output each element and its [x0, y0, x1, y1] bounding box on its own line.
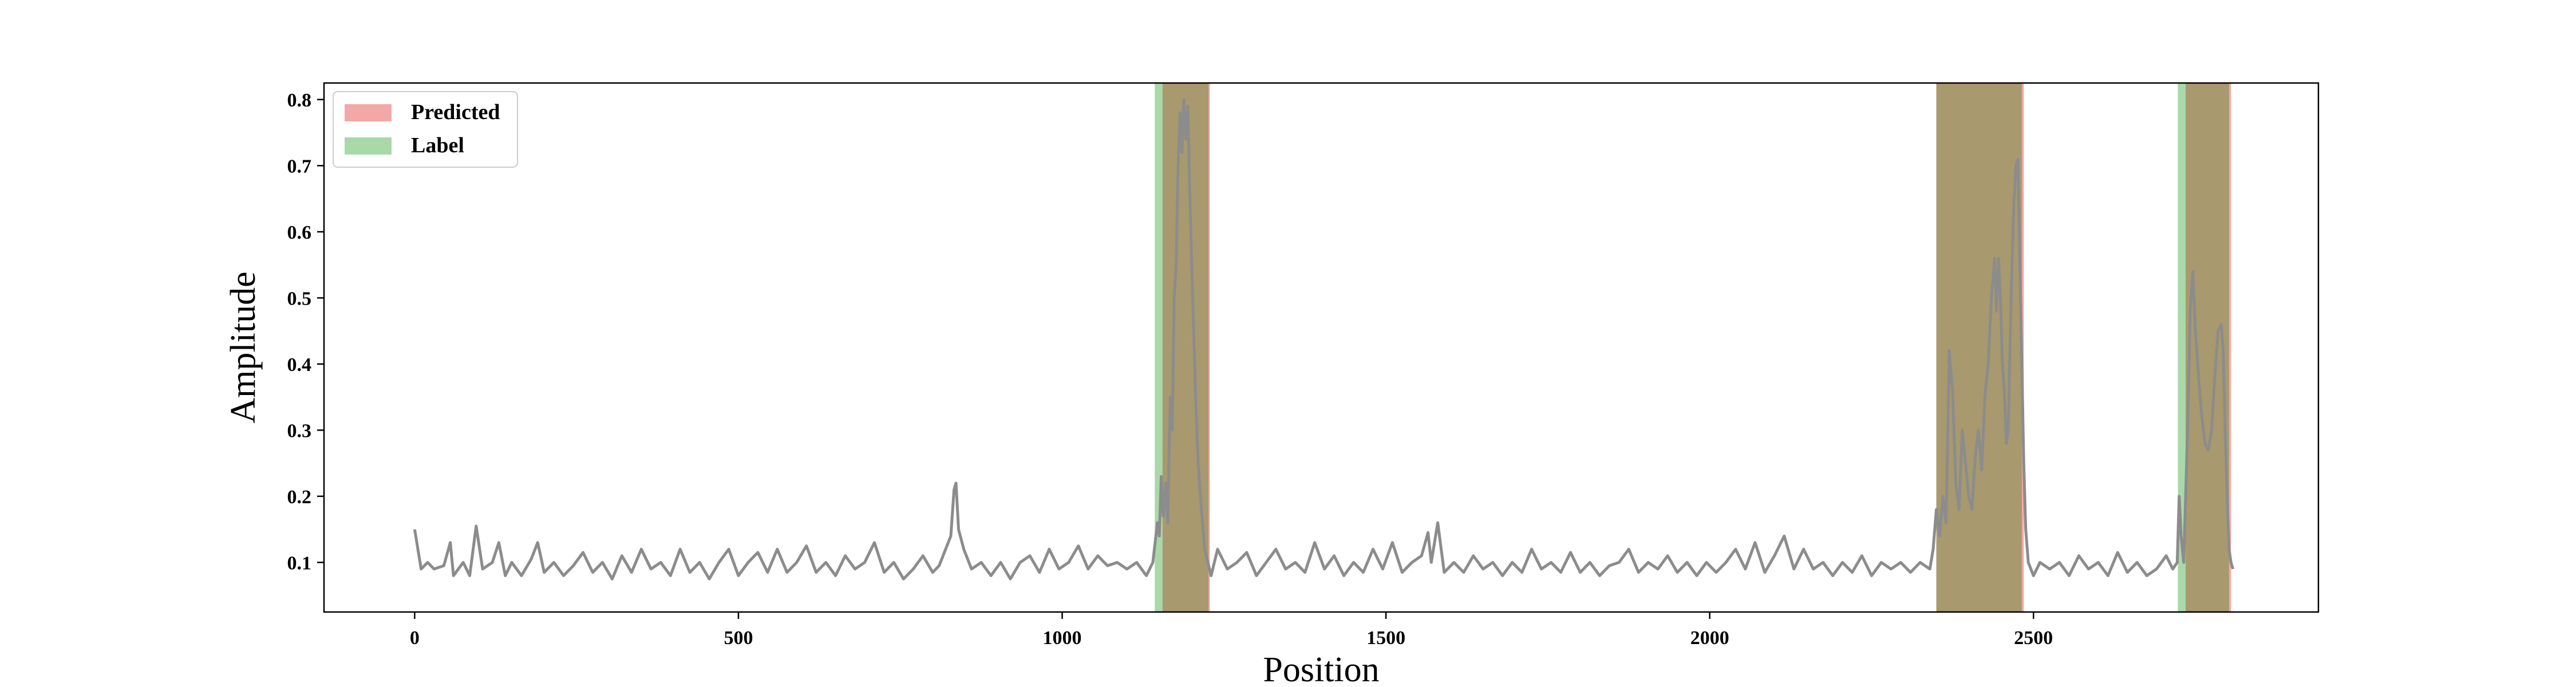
x-tick-label-0: 0	[410, 627, 420, 649]
y-tick-label-0.7: 0.7	[287, 156, 312, 177]
x-tick-label-500: 500	[724, 627, 753, 649]
y-axis-title: Amplitude	[224, 271, 263, 423]
legend: Predicted Label	[333, 91, 518, 168]
axis-ticks: 0 500 1000 1500 2000 2500 0.1 0.2 0.3 0.4 0.5 0.6 0.…	[287, 90, 2053, 649]
x-axis-title: Position	[1263, 650, 1379, 687]
series-layer	[413, 98, 2235, 581]
x-tick-label-2000: 2000	[1690, 627, 1729, 649]
legend-label-predicted: Predicted	[411, 100, 500, 124]
highlight-regions	[1155, 83, 2231, 612]
y-tick-label-0.4: 0.4	[287, 354, 312, 376]
y-tick-label-0.1: 0.1	[287, 552, 312, 574]
x-tick-label-2500: 2500	[2014, 627, 2053, 649]
overlap-region-0	[1162, 83, 1209, 612]
plot-frame	[323, 82, 2320, 613]
legend-swatch-predicted	[345, 104, 392, 121]
legend-label-label: Label	[411, 133, 464, 157]
x-tick-label-1000: 1000	[1043, 627, 1082, 649]
y-tick-label-0.2: 0.2	[287, 487, 312, 508]
y-tick-label-0.8: 0.8	[287, 90, 312, 111]
legend-swatch-label	[345, 137, 392, 155]
overlap-region-1	[1936, 83, 2022, 612]
y-tick-label-0.5: 0.5	[287, 288, 312, 309]
y-tick-label-0.3: 0.3	[287, 420, 312, 441]
series-line-0	[413, 98, 2235, 581]
y-tick-label-0.6: 0.6	[287, 222, 312, 243]
x-tick-label-1500: 1500	[1366, 627, 1405, 649]
